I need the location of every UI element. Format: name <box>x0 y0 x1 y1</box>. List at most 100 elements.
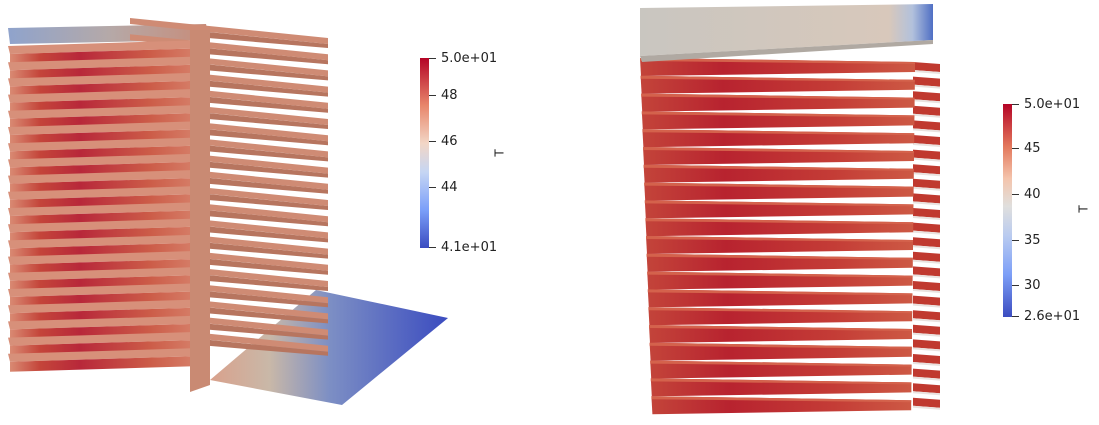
fin-face <box>10 307 210 324</box>
front-fin-top <box>649 325 912 331</box>
side-fin-shadow <box>208 339 328 356</box>
edge-fin-gap <box>913 347 940 352</box>
side-fin-shadow <box>208 194 328 210</box>
fin-face <box>10 145 210 162</box>
edge-fin <box>913 91 940 102</box>
fin-face <box>10 48 210 64</box>
front-fin-top <box>648 307 913 314</box>
side-fin-shadow <box>208 48 328 65</box>
side-fin-shadow <box>208 32 328 48</box>
fin-top <box>8 104 210 119</box>
right-view: 5.0e+01 45 40 35 30 2.6e+01 T <box>520 0 1099 425</box>
edge-fin-gap <box>913 143 940 147</box>
fin-face <box>10 129 210 145</box>
side-fin-shadow <box>208 64 328 81</box>
fin-top <box>8 137 210 152</box>
edge-fin-gap <box>913 172 940 177</box>
right-tick-min: 2.6e+01 <box>1024 309 1081 324</box>
edge-fin-gap <box>913 274 940 279</box>
right-tick-45: 45 <box>1024 141 1041 156</box>
fin-face <box>10 210 210 226</box>
right-colorbar <box>1003 104 1012 317</box>
edge-fin-gap <box>913 230 940 235</box>
front-fin-top <box>640 75 915 82</box>
front-fin-top <box>643 147 914 153</box>
left-heatsink-render <box>8 18 448 405</box>
edge-fin <box>913 383 940 394</box>
side-fin-shadow <box>208 258 328 275</box>
fin-face <box>10 323 210 340</box>
edge-fin <box>913 193 940 204</box>
edge-fin <box>913 339 940 350</box>
fin-face <box>10 96 210 113</box>
fin-top <box>8 121 210 135</box>
edge-fin <box>913 354 940 364</box>
side-fin-shadow <box>208 307 328 324</box>
edge-fin-gap <box>913 405 940 410</box>
edge-fin <box>913 149 940 160</box>
side-fin-shadow <box>208 291 328 308</box>
edge-fin-gap <box>913 201 940 206</box>
fin-top <box>8 347 210 362</box>
fin-face <box>10 64 210 81</box>
right-heatsink-render <box>640 4 940 415</box>
fin-top <box>8 202 210 216</box>
edge-fin <box>913 266 940 277</box>
side-fin-shadow <box>208 96 328 113</box>
fin-top <box>8 88 210 103</box>
right-side-fins <box>913 62 940 410</box>
edge-fin-gap <box>913 157 940 162</box>
side-fin-shadow <box>208 145 328 162</box>
edge-fin-gap <box>913 186 940 191</box>
edge-fin-gap <box>913 318 940 323</box>
front-fin-top <box>640 58 915 64</box>
left-tick-46: 46 <box>441 134 458 149</box>
fin-top <box>8 185 210 200</box>
side-fin-shadow <box>208 113 328 129</box>
edge-fin <box>913 295 940 306</box>
side-fin-shadow <box>208 129 328 146</box>
edge-fin-gap <box>913 245 940 250</box>
side-fin-shadow <box>208 210 328 227</box>
left-tick-44: 44 <box>441 180 458 195</box>
edge-fin <box>913 324 940 335</box>
left-tick-min: 4.1e+01 <box>441 240 498 255</box>
fin-top <box>8 283 210 297</box>
edge-fin-gap <box>913 259 940 264</box>
edge-fin <box>913 62 940 72</box>
front-fin-top <box>645 218 914 225</box>
left-colorbar-title: T <box>492 149 507 157</box>
edge-fin <box>913 251 940 262</box>
fin-top <box>8 266 210 281</box>
edge-fin <box>913 135 940 145</box>
edge-fin <box>913 281 940 291</box>
fin-top <box>8 299 210 314</box>
fin-face <box>10 258 210 275</box>
right-tick-30: 30 <box>1024 278 1041 293</box>
side-fin <box>130 18 328 44</box>
right-tick-40: 40 <box>1024 187 1041 202</box>
edge-fin-gap <box>913 376 940 381</box>
main-fin-stack <box>8 30 210 392</box>
edge-fin-gap <box>913 391 940 396</box>
left-tick-48: 48 <box>441 88 458 103</box>
fin-top <box>8 315 210 330</box>
fin-face <box>10 291 210 307</box>
front-fin-top <box>644 182 914 189</box>
front-fin-top <box>643 164 914 171</box>
edge-fin <box>913 164 940 175</box>
fin-face <box>10 339 210 356</box>
side-fin-shadow <box>208 275 328 291</box>
edge-fin-gap <box>913 362 940 366</box>
left-tick-max: 5.0e+01 <box>441 51 498 66</box>
side-fin-shadow <box>208 161 328 178</box>
fin-face <box>10 177 210 194</box>
fin-top <box>8 40 210 54</box>
fin-face <box>10 112 210 129</box>
side-fin <box>130 34 328 61</box>
fin-face <box>10 242 210 259</box>
fin-face <box>10 80 210 97</box>
edge-fin <box>913 76 940 87</box>
front-fin-top <box>641 111 915 118</box>
right-front-fins <box>640 58 915 415</box>
